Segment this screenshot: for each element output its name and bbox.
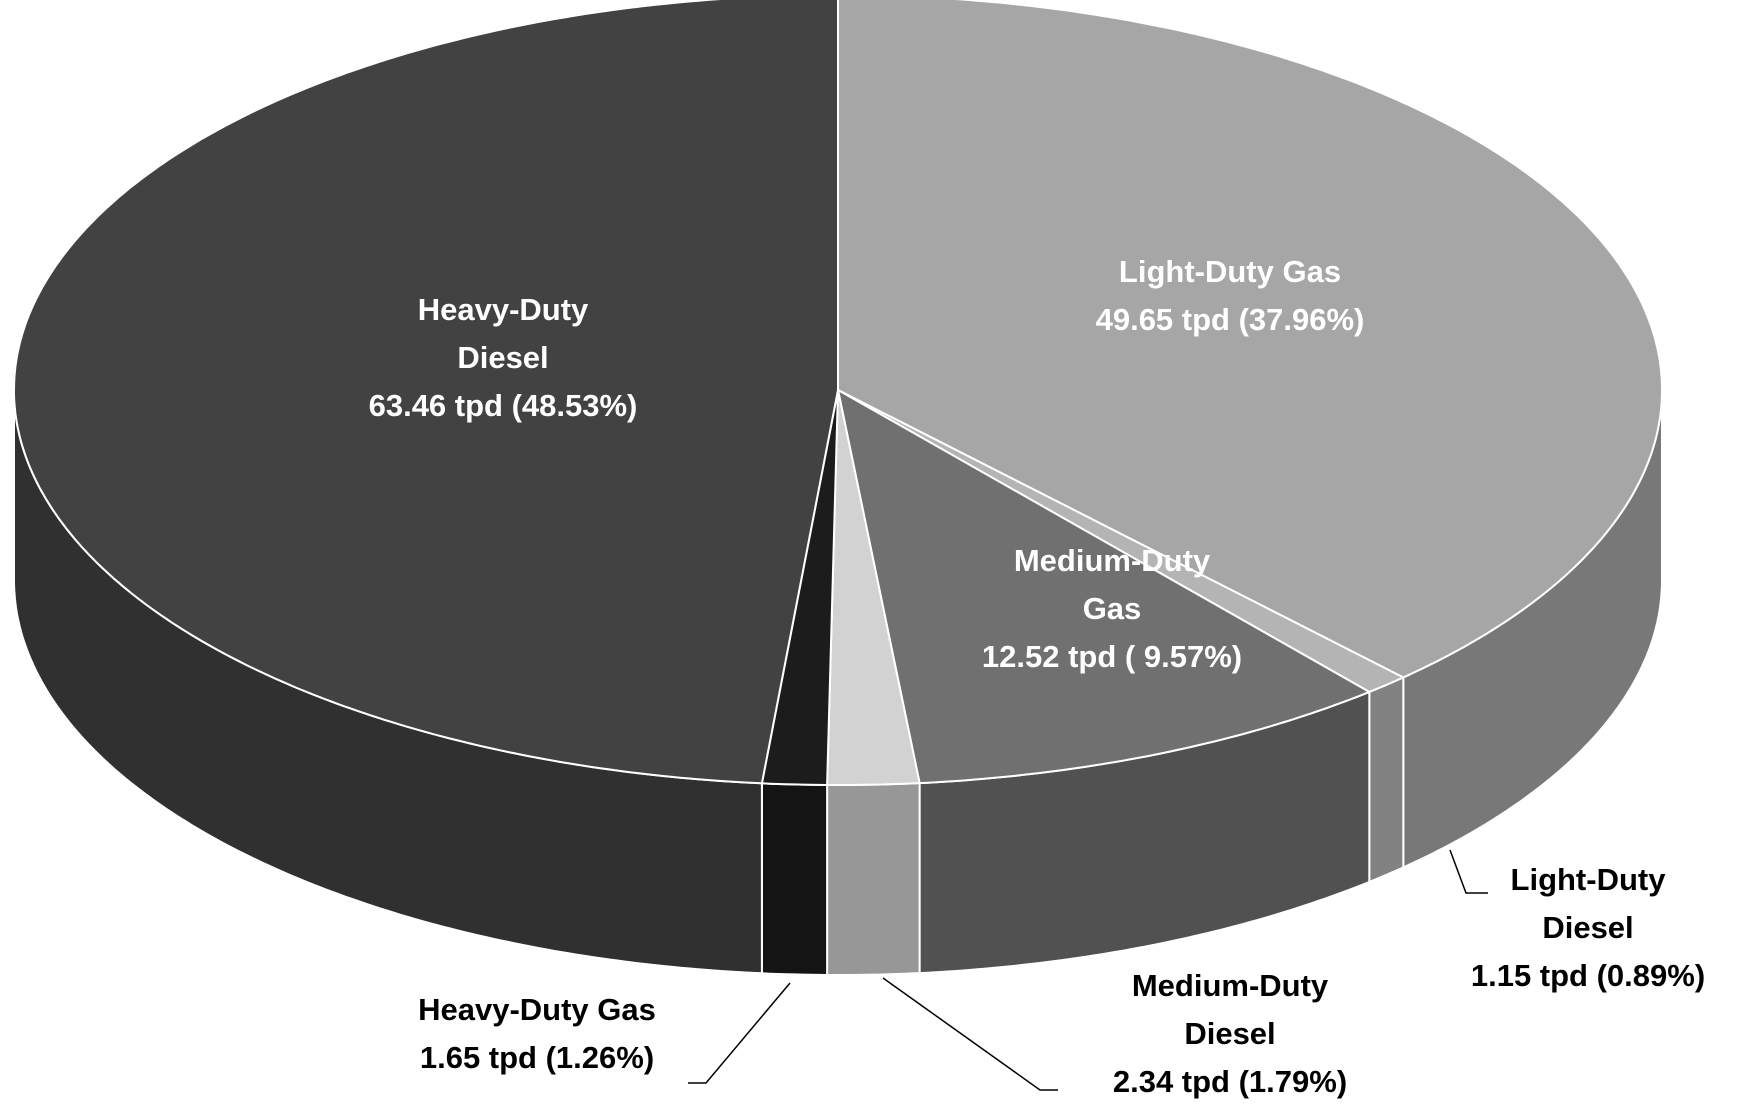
value-label: 63.46 tpd (48.53%) [368, 388, 638, 423]
leader-line [688, 982, 791, 1084]
pie-slice [837, 0, 1663, 679]
category-label: Heavy-Duty Gas [418, 992, 656, 1027]
value-label: 49.65 tpd (37.96%) [1095, 302, 1365, 337]
pie-slice [13, 0, 839, 785]
pie-sides [13, 390, 1663, 977]
pie-side [760, 782, 829, 977]
value-label: 2.34 tpd (1.79%) [1112, 1064, 1348, 1099]
category-label: Light-Duty Gas [1118, 254, 1342, 289]
data-label: Light-Duty Gas 49.65 tpd (37.96%) [1096, 248, 1365, 344]
pie-slice [826, 389, 921, 786]
pie-side [826, 782, 921, 976]
category-label: Medium-Duty Gas [1013, 543, 1211, 626]
data-label: Heavy-Duty Diesel 63.46 tpd (48.53%) [369, 286, 638, 430]
value-label: 1.65 tpd (1.26%) [419, 1040, 655, 1075]
data-label: Heavy-Duty Gas 1.65 tpd (1.26%) [417, 986, 657, 1082]
leader-line [1449, 849, 1488, 894]
value-label: 12.52 tpd ( 9.57%) [981, 639, 1243, 674]
pie-slice [837, 389, 1406, 694]
value-label: 1.15 tpd (0.89%) [1470, 958, 1706, 993]
pie-side [1368, 675, 1405, 884]
data-label: Medium-Duty Gas 12.52 tpd ( 9.57%) [982, 537, 1242, 681]
data-label: Light-Duty Diesel 1.15 tpd (0.89%) [1468, 856, 1708, 1000]
leader-line [882, 977, 1058, 1091]
category-label: Heavy-Duty Diesel [417, 292, 589, 375]
pie-tops [13, 0, 1663, 787]
data-label: Medium-Duty Diesel 2.34 tpd (1.79%) [1110, 962, 1350, 1106]
category-label: Light-Duty Diesel [1510, 862, 1666, 945]
pie-slice [836, 388, 1372, 785]
category-label: Medium-Duty Diesel [1131, 968, 1329, 1051]
